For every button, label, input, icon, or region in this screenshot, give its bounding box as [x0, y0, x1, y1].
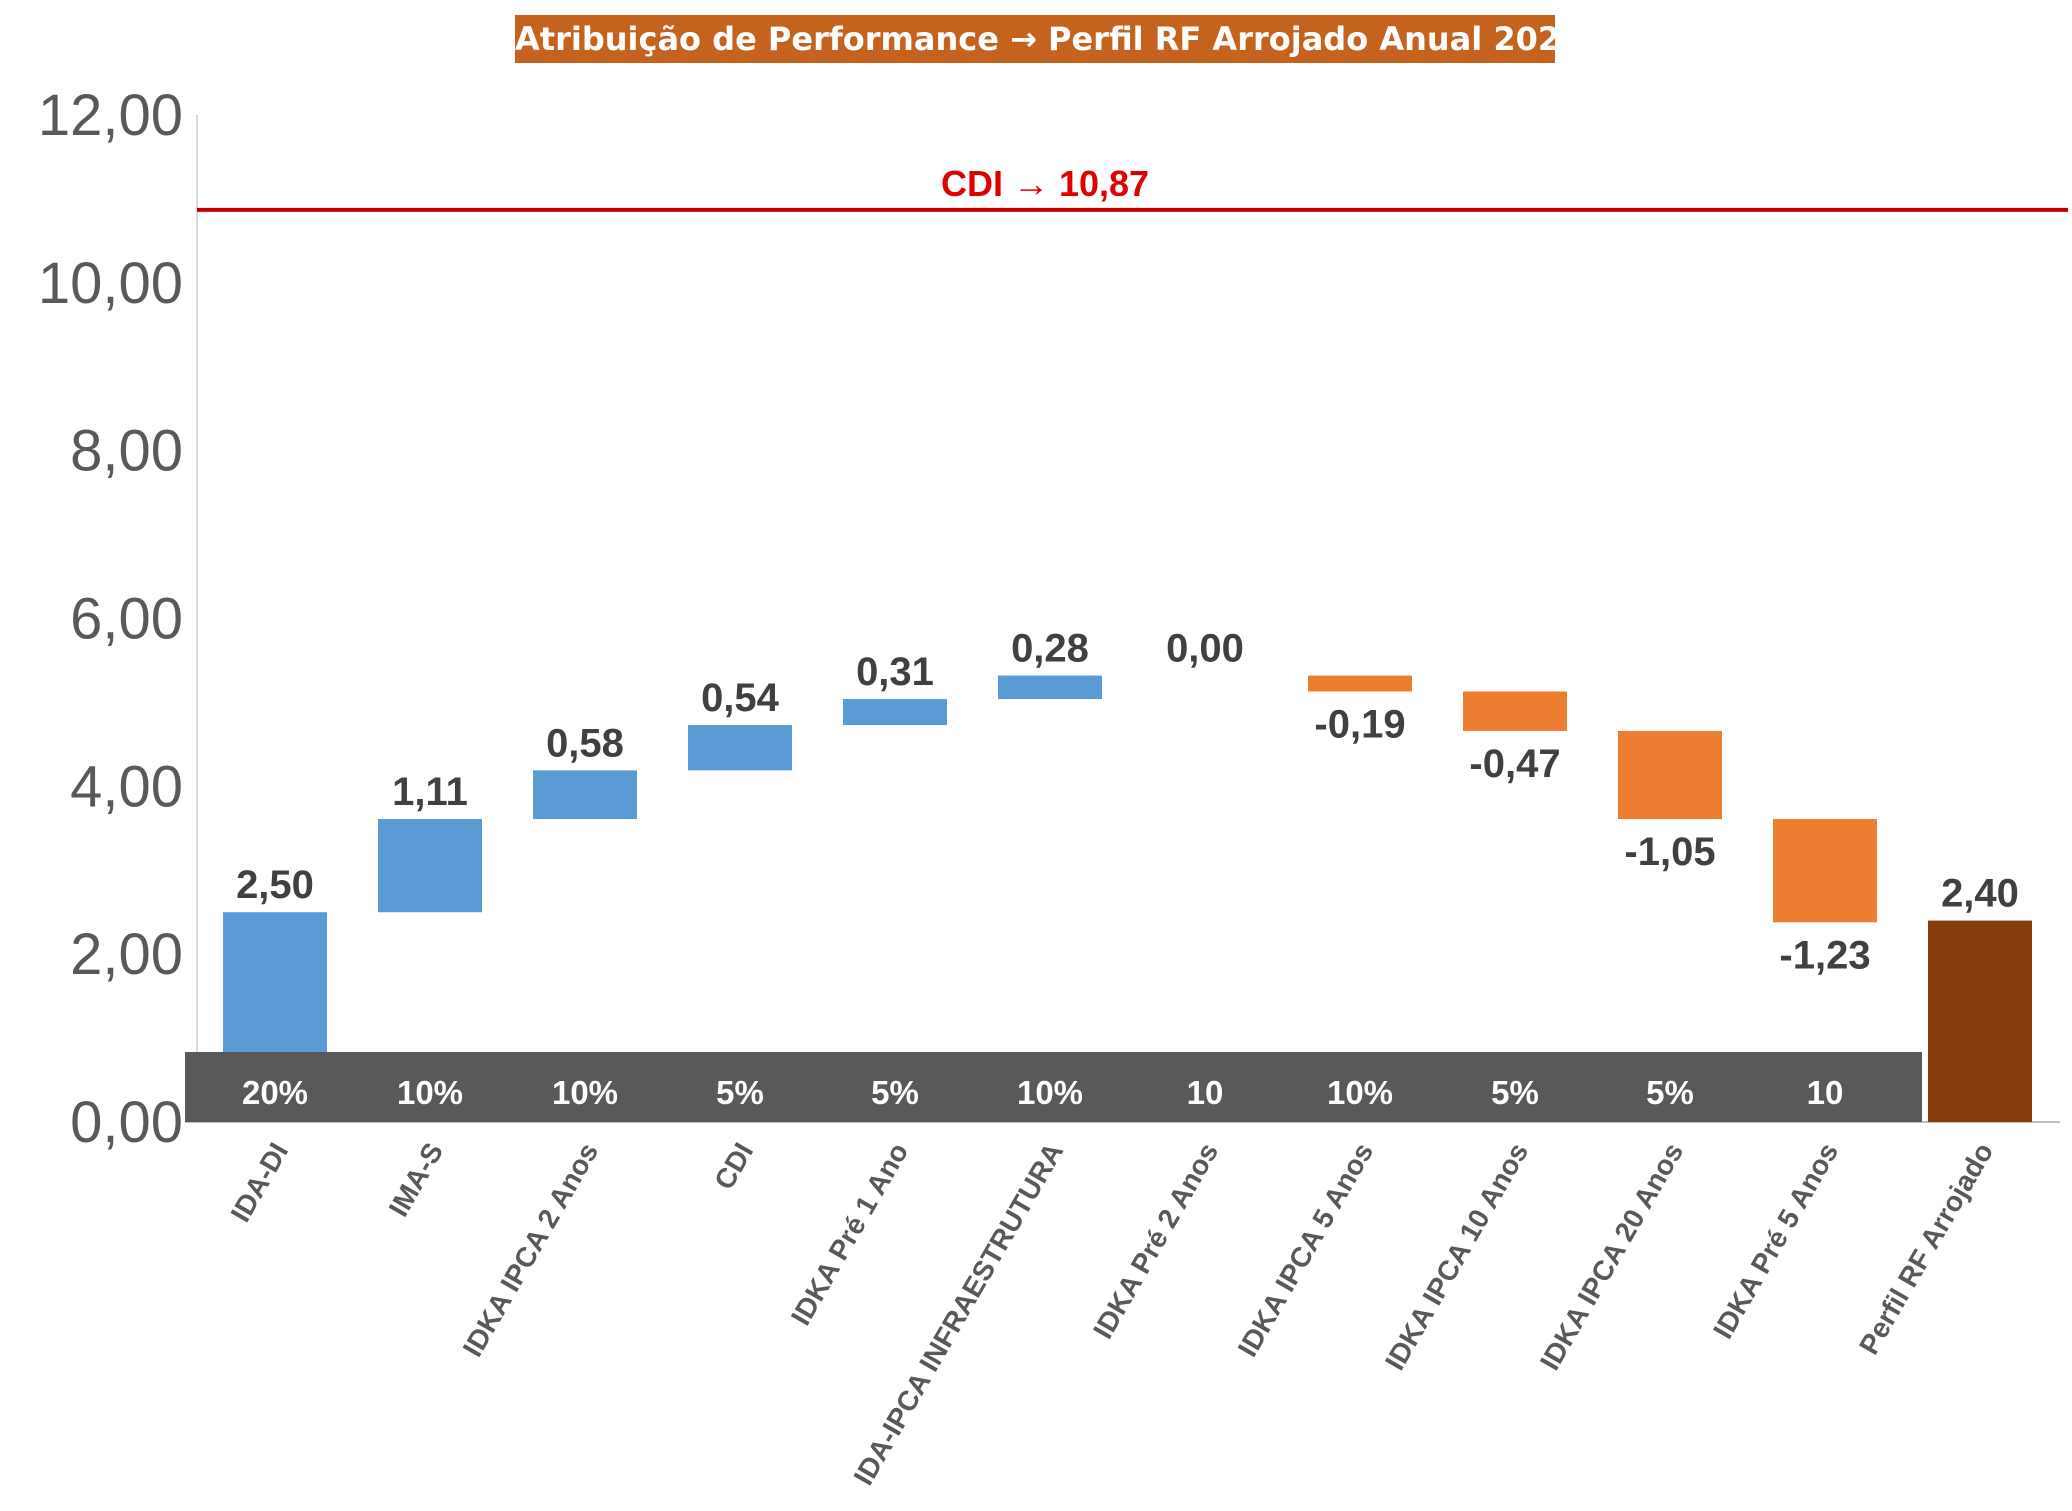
bar-increase: [843, 699, 947, 726]
data-label: -0,47: [1469, 742, 1560, 786]
x-tick-label: IDKA Pré 5 Anos: [1707, 1138, 1844, 1344]
weight-label: 20%: [242, 1074, 308, 1111]
y-tick-label: 12,00: [38, 83, 183, 148]
data-label: 0,00: [1166, 627, 1244, 671]
x-tick-label: Perfil RF Arrojado: [1853, 1138, 1999, 1360]
data-label: 1,11: [392, 770, 468, 814]
weight-label: 10%: [397, 1074, 463, 1111]
bar-increase: [998, 675, 1102, 700]
weight-label: 10%: [1327, 1074, 1393, 1111]
bar-decrease: [1773, 819, 1877, 923]
bar-decrease: [1618, 730, 1722, 820]
weight-band: 20% 10% 10% 5% 5% 10% 10 10% 5% 5% 10: [185, 1052, 1922, 1122]
y-tick-label: 8,00: [70, 419, 183, 484]
bar-increase: [533, 770, 637, 820]
reference-line-layer: CDI → 10,87: [197, 163, 2068, 212]
x-tick-label: IMA-S: [383, 1138, 450, 1222]
total-layer: [1928, 920, 2032, 1122]
weight-label: 5%: [1491, 1074, 1539, 1111]
chart-title: Atribuição de Performance → Perfil RF Ar…: [515, 15, 1582, 63]
x-tick-label: CDI: [708, 1138, 759, 1195]
x-tick-label: IDKA Pré 2 Anos: [1087, 1138, 1224, 1344]
data-label: 0,31: [856, 650, 934, 694]
data-label: 0,28: [1011, 627, 1089, 671]
data-label: 2,40: [1941, 872, 2019, 916]
data-label: 2,50: [236, 863, 314, 907]
data-label: 0,58: [546, 721, 624, 765]
weight-label: 10%: [1017, 1074, 1083, 1111]
bar-decrease: [1463, 691, 1567, 731]
y-tick-label: 6,00: [70, 587, 183, 652]
y-tick-label: 4,00: [70, 754, 183, 819]
x-tick-label: IDKA IPCA 20 Anos: [1534, 1138, 1689, 1376]
y-tick-label: 0,00: [70, 1090, 183, 1155]
bars-layer: [223, 675, 1877, 1122]
x-tick-label: IDKA IPCA 5 Anos: [1232, 1138, 1379, 1362]
bar-decrease: [1308, 675, 1412, 692]
cdi-reference-label: CDI → 10,87: [941, 163, 1149, 204]
weight-label: 5%: [1646, 1074, 1694, 1111]
weight-label: 10: [1807, 1074, 1844, 1111]
data-label: -1,23: [1779, 933, 1870, 977]
x-tick-label: IDKA IPCA 10 Anos: [1379, 1138, 1534, 1376]
weight-label: 5%: [871, 1074, 919, 1111]
x-tick-label: IDKA Pré 1 Ano: [785, 1138, 914, 1331]
data-label: 0,54: [701, 676, 780, 720]
weight-label: 10%: [552, 1074, 618, 1111]
weight-label: 10: [1187, 1074, 1224, 1111]
data-label: -1,05: [1624, 830, 1715, 874]
x-tick-label: IDA-DI: [225, 1138, 295, 1228]
weight-label: 5%: [716, 1074, 764, 1111]
y-tick-label: 2,00: [70, 922, 183, 987]
bar-increase: [688, 725, 792, 771]
y-tick-label: 10,00: [38, 251, 183, 316]
y-axis: 0,00 2,00 4,00 6,00 8,00 10,00 12,00: [38, 83, 2060, 1155]
value-labels-layer: 2,50 1,11 0,58 0,54 0,31 0,28 0,00 -0,19 -0,47 -1…: [236, 627, 2019, 978]
x-labels-layer: IDA-DI IMA-S IDKA IPCA 2 Anos CDI IDKA Pré 1…: [225, 1138, 2000, 1491]
weight-band-background: [185, 1052, 1922, 1122]
bar-total: [1928, 920, 2032, 1122]
x-tick-label: IDKA IPCA 2 Anos: [457, 1138, 604, 1362]
bar-increase: [378, 819, 482, 913]
data-label: -0,19: [1314, 703, 1405, 747]
